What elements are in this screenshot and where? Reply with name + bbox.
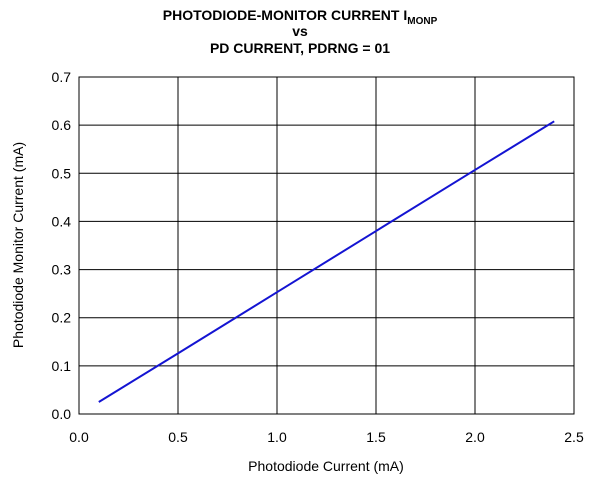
y-tick-label: 0.0 bbox=[52, 406, 72, 422]
x-tick-label: 0.5 bbox=[168, 429, 188, 445]
y-tick-label: 0.7 bbox=[52, 69, 72, 85]
y-tick-label: 0.2 bbox=[52, 310, 72, 326]
title-subscript: MONP bbox=[407, 16, 437, 27]
x-tick-label: 0.0 bbox=[69, 429, 89, 445]
y-axis-label: Photodiode Monitor Current (mA) bbox=[10, 142, 26, 348]
x-tick-label: 2.0 bbox=[465, 429, 485, 445]
x-tick-label: 1.0 bbox=[267, 429, 287, 445]
title-line: PHOTODIODE-MONITOR CURRENT I bbox=[163, 7, 408, 23]
title-line: PD CURRENT, PDRNG = 01 bbox=[210, 40, 390, 56]
x-tick-label: 1.5 bbox=[366, 429, 386, 445]
x-tick-label: 2.5 bbox=[564, 429, 584, 445]
title-line: vs bbox=[292, 23, 308, 39]
y-tick-label: 0.1 bbox=[52, 358, 72, 374]
plot-border bbox=[78, 76, 575, 415]
x-axis-label: Photodiode Current (mA) bbox=[248, 458, 404, 474]
data-line bbox=[98, 120, 555, 403]
y-tick-label: 0.4 bbox=[52, 213, 72, 229]
y-tick-label: 0.5 bbox=[52, 165, 72, 181]
y-tick-label: 0.3 bbox=[52, 262, 72, 278]
chart-title: PHOTODIODE-MONITOR CURRENT IMONP bbox=[163, 7, 438, 27]
y-tick-label: 0.6 bbox=[52, 117, 72, 133]
